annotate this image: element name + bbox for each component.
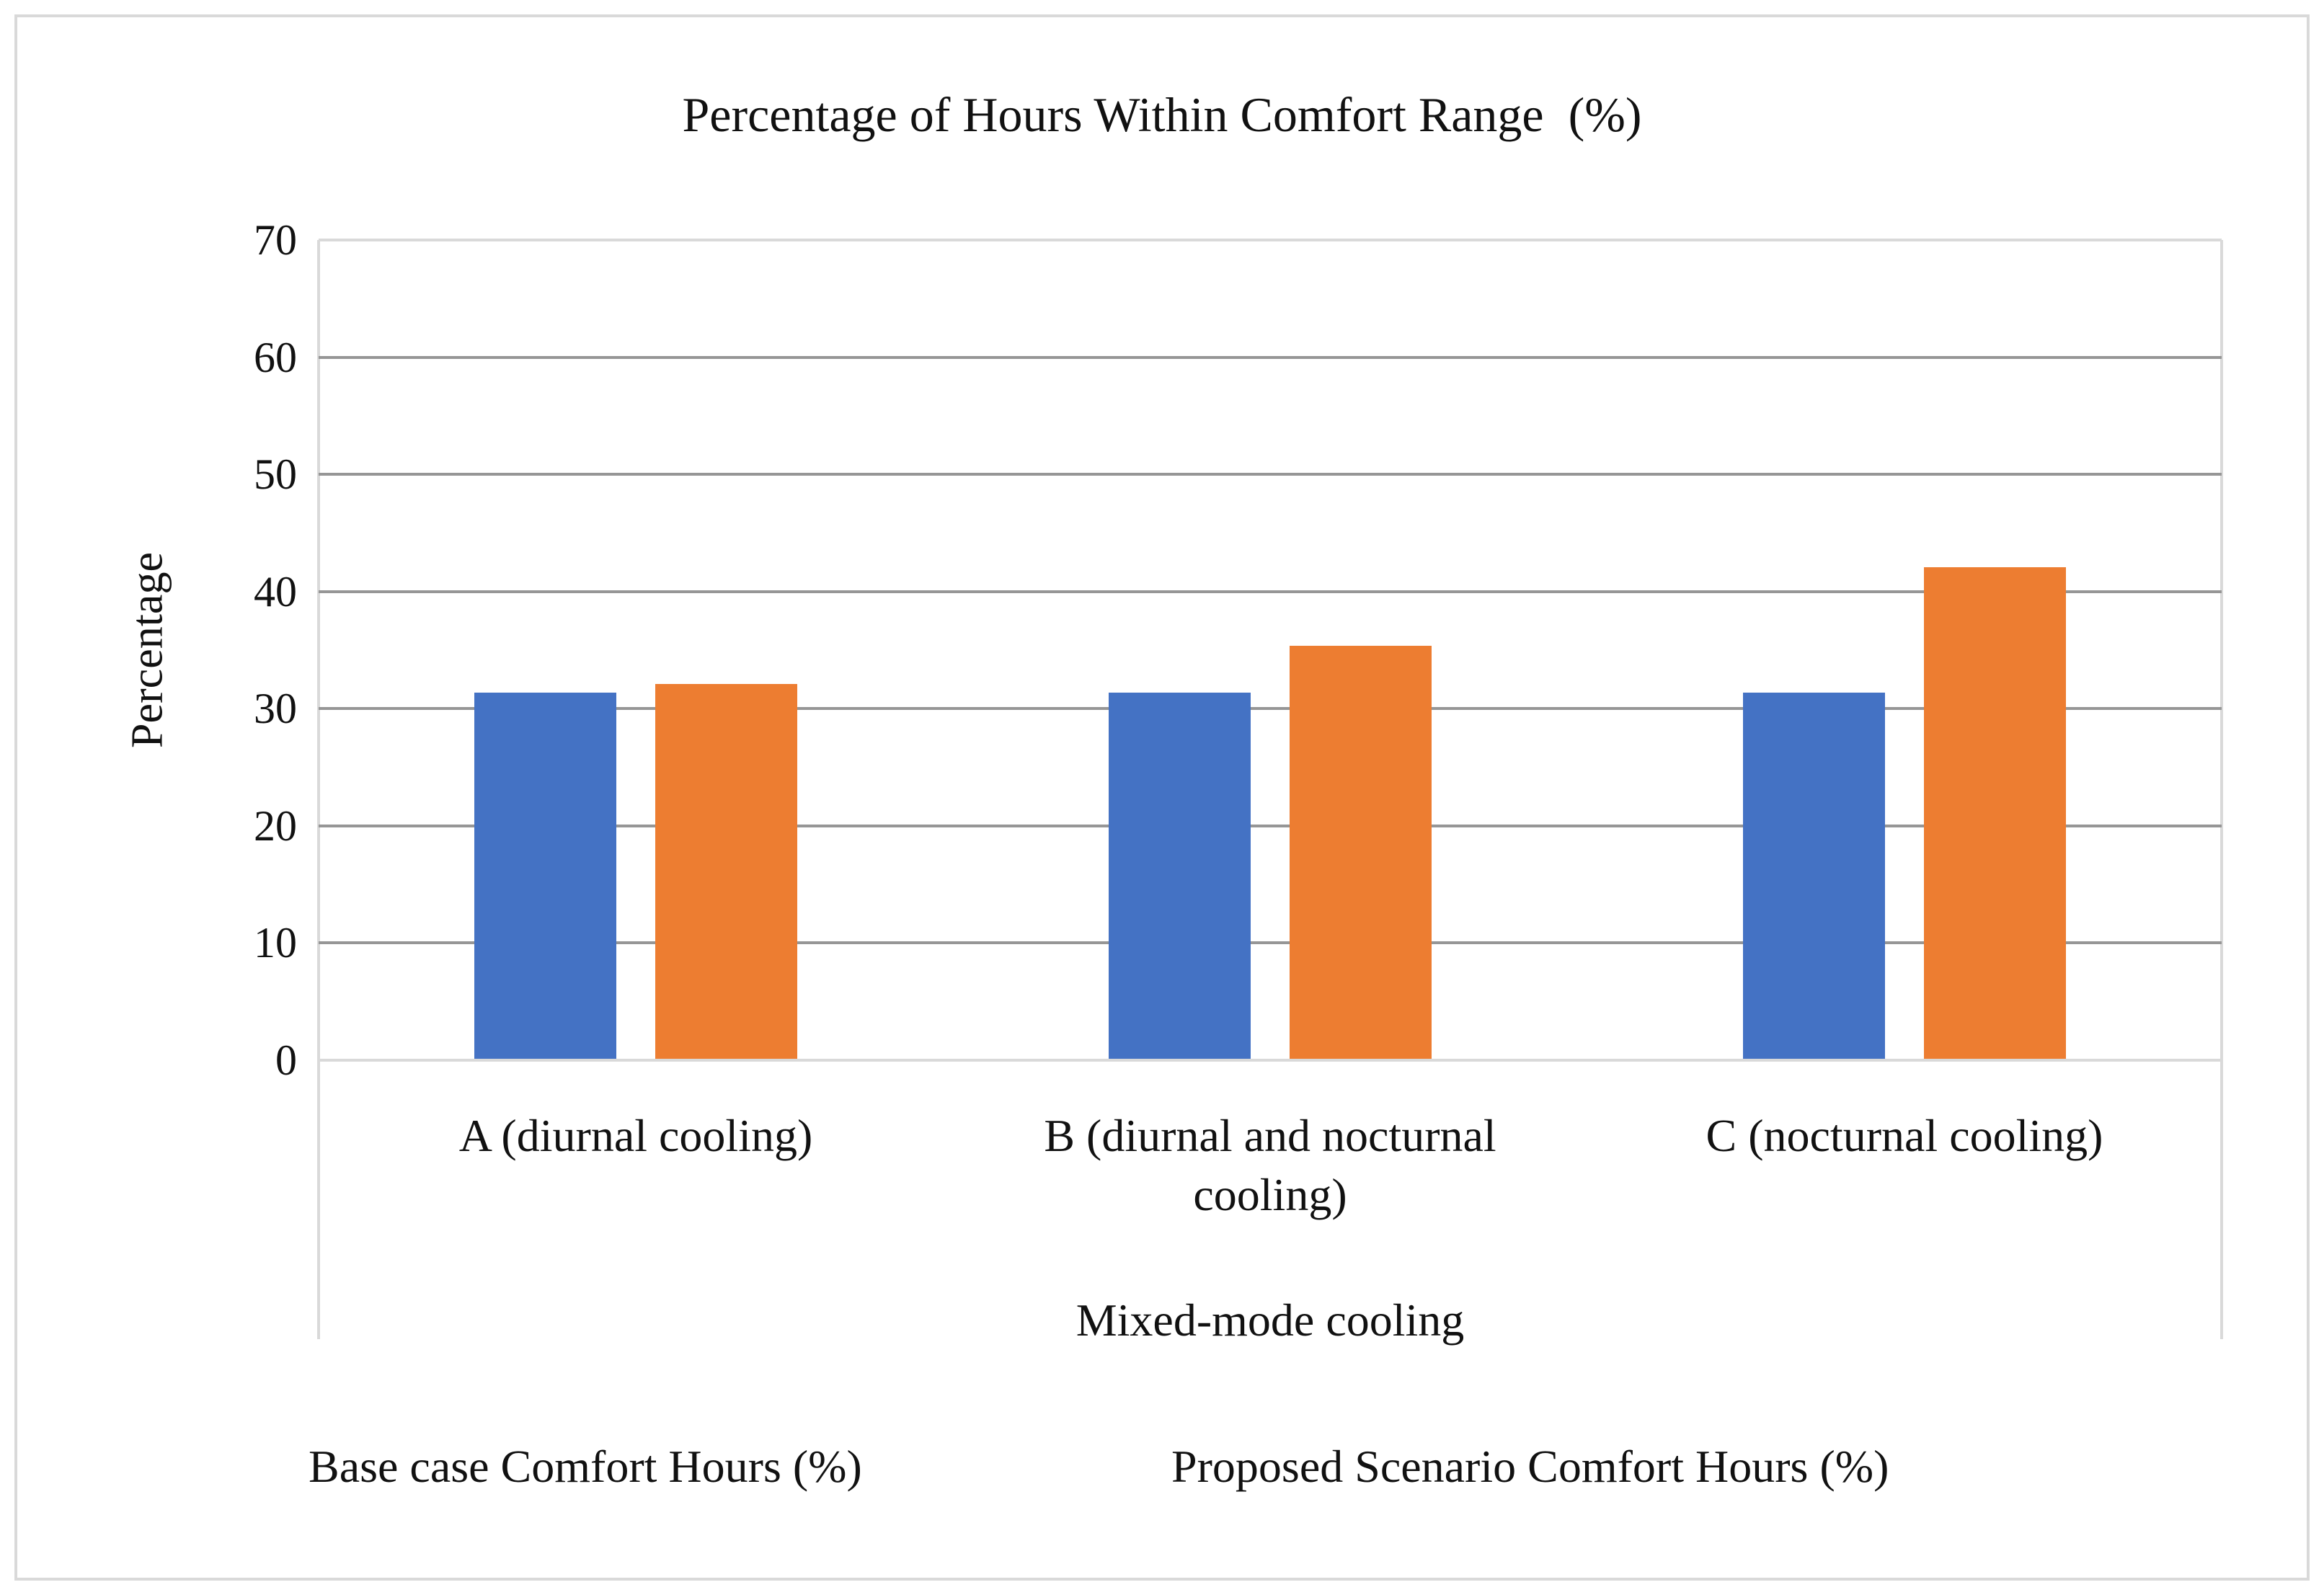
y-tick-label-50: 50 xyxy=(254,450,297,499)
plot-right-border xyxy=(2220,240,2223,1339)
gridline-10 xyxy=(319,941,2222,945)
bar-proposed-scenario-2 xyxy=(1290,645,1432,1060)
legend-swatch-proposed-scenario xyxy=(1122,1451,1156,1483)
x-axis-line xyxy=(319,1059,2222,1062)
y-tick-label-30: 30 xyxy=(254,685,297,733)
bar-base-case-1 xyxy=(474,692,616,1060)
legend-item-base-case: Base case Comfort Hours (%) xyxy=(260,1440,862,1493)
bar-proposed-scenario-1 xyxy=(655,684,797,1060)
y-tick-label-10: 10 xyxy=(254,919,297,967)
gridline-60 xyxy=(319,355,2222,359)
gridline-30 xyxy=(319,707,2222,711)
gridline-20 xyxy=(319,824,2222,827)
x-axis-title: Mixed-mode cooling xyxy=(1075,1294,1465,1346)
bar-base-case-2 xyxy=(1109,692,1251,1060)
plot-left-border xyxy=(317,240,320,1339)
legend-item-proposed-scenario: Proposed Scenario Comfort Hours (%) xyxy=(1122,1440,1889,1493)
legend-label-proposed-scenario: Proposed Scenario Comfort Hours (%) xyxy=(1171,1441,1889,1492)
y-tick-label-70: 70 xyxy=(254,216,297,264)
bar-base-case-3 xyxy=(1743,692,1885,1060)
y-tick-label-40: 40 xyxy=(254,567,297,616)
legend-label-base-case: Base case Comfort Hours (%) xyxy=(309,1441,862,1492)
y-tick-label-60: 60 xyxy=(254,333,297,381)
y-tick-label-20: 20 xyxy=(254,801,297,850)
y-tick-label-0: 0 xyxy=(275,1036,297,1084)
category-label-1: A (diurnal cooling) xyxy=(458,1110,813,1161)
category-label-3: C (nocturnal cooling) xyxy=(1706,1110,2103,1161)
legend-swatch-base-case xyxy=(260,1451,293,1483)
category-label-2: B (diurnal and nocturnal cooling) xyxy=(1044,1110,1496,1220)
gridline-40 xyxy=(319,590,2222,593)
chart-title: Percentage of Hours Within Comfort Range… xyxy=(682,87,1642,142)
bar-proposed-scenario-3 xyxy=(1924,567,2066,1060)
gridline-50 xyxy=(319,473,2222,476)
gridline-top xyxy=(319,239,2222,241)
plot-area xyxy=(319,239,2222,1062)
